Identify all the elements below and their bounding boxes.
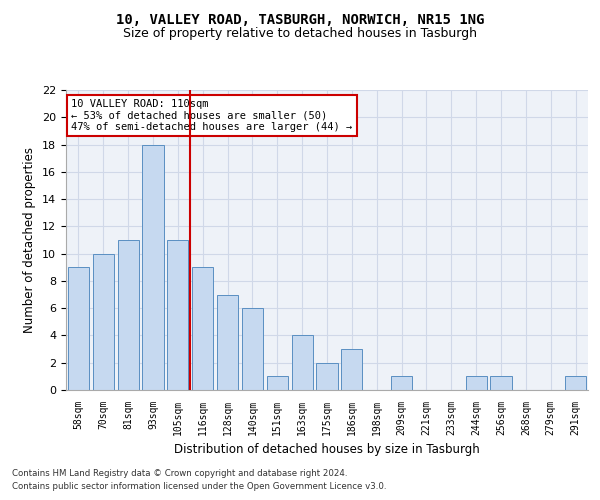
Bar (118, 240, 139, 390)
Text: Contains HM Land Registry data © Crown copyright and database right 2024.: Contains HM Land Registry data © Crown c… (12, 468, 347, 477)
Bar (267, 376, 288, 390)
Bar (391, 376, 412, 390)
Text: Size of property relative to detached houses in Tasburgh: Size of property relative to detached ho… (123, 28, 477, 40)
Bar (167, 240, 188, 390)
Bar (68, 268, 89, 390)
Bar (217, 294, 238, 390)
Text: 10 VALLEY ROAD: 110sqm
← 53% of detached houses are smaller (50)
47% of semi-det: 10 VALLEY ROAD: 110sqm ← 53% of detached… (71, 99, 352, 132)
Bar (466, 376, 487, 390)
Bar (316, 362, 338, 390)
Y-axis label: Number of detached properties: Number of detached properties (23, 147, 37, 333)
Bar (192, 268, 213, 390)
Text: 10, VALLEY ROAD, TASBURGH, NORWICH, NR15 1NG: 10, VALLEY ROAD, TASBURGH, NORWICH, NR15… (116, 12, 484, 26)
Bar (242, 308, 263, 390)
Bar (341, 349, 362, 390)
X-axis label: Distribution of detached houses by size in Tasburgh: Distribution of detached houses by size … (174, 444, 480, 456)
Bar (93, 254, 114, 390)
Bar (490, 376, 512, 390)
Bar (142, 144, 164, 390)
Text: Contains public sector information licensed under the Open Government Licence v3: Contains public sector information licen… (12, 482, 386, 491)
Bar (565, 376, 586, 390)
Bar (292, 336, 313, 390)
